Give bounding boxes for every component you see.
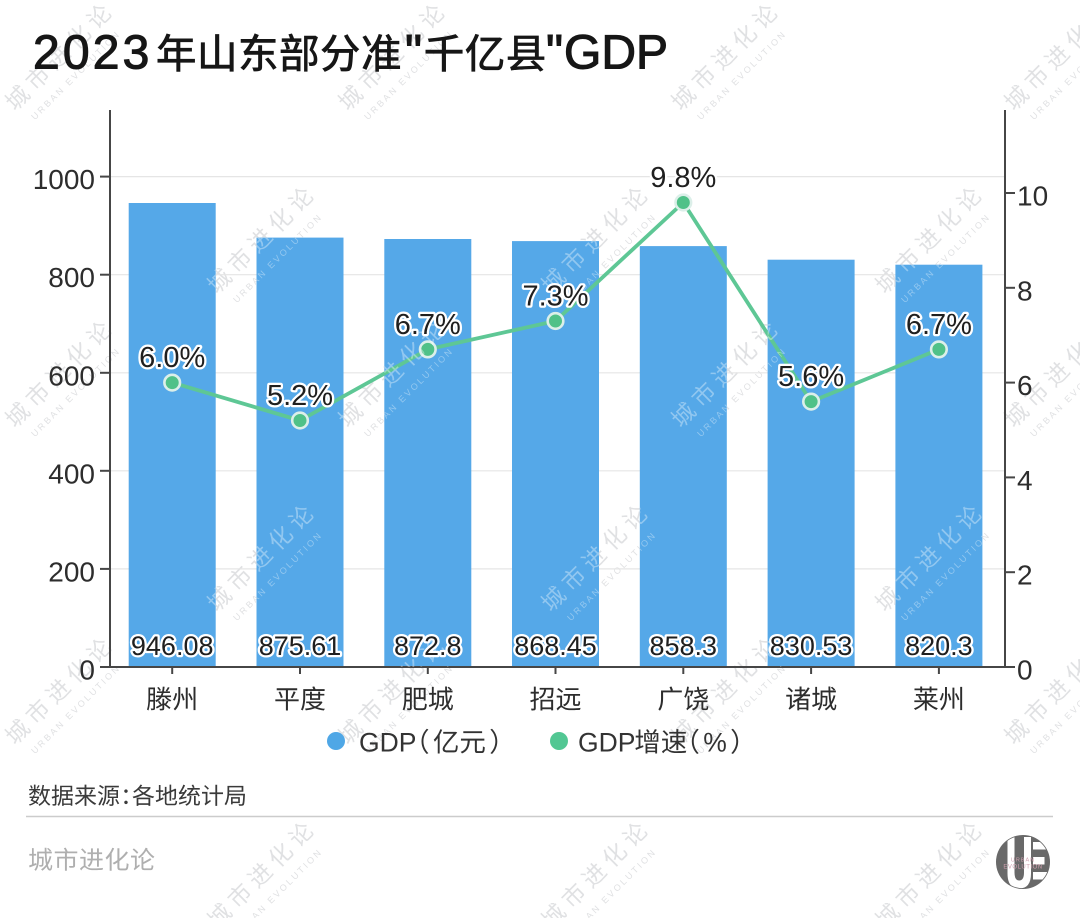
svg-text:": ": [546, 26, 563, 79]
svg-text:1000: 1000: [33, 164, 95, 195]
svg-text:6.0%: 6.0%: [139, 342, 205, 374]
svg-text:GDP: GDP: [564, 26, 668, 79]
svg-text:5.2%: 5.2%: [267, 380, 333, 412]
svg-text:GDP: GDP: [578, 727, 635, 757]
svg-text:9.8%: 9.8%: [650, 162, 716, 194]
svg-text:2023: 2023: [33, 26, 153, 79]
svg-text:946.08: 946.08: [131, 631, 214, 661]
svg-text:%: %: [703, 727, 727, 757]
svg-text:EVOLUTION: EVOLUTION: [1003, 865, 1042, 871]
svg-text:8: 8: [1017, 275, 1033, 306]
svg-text:0: 0: [79, 655, 95, 686]
svg-text:800: 800: [48, 262, 95, 293]
svg-text:820.3: 820.3: [905, 631, 973, 661]
svg-text:6.7%: 6.7%: [395, 309, 461, 341]
svg-text:600: 600: [48, 360, 95, 391]
svg-text:868.45: 868.45: [514, 631, 597, 661]
svg-text:6.7%: 6.7%: [906, 309, 972, 341]
svg-text:6: 6: [1017, 370, 1033, 401]
svg-text:": ": [405, 26, 422, 79]
svg-text:858.3: 858.3: [650, 631, 718, 661]
svg-text:400: 400: [48, 458, 95, 489]
svg-text:200: 200: [48, 556, 95, 587]
svg-text:872.8: 872.8: [394, 631, 462, 661]
svg-text:7.3%: 7.3%: [522, 281, 588, 313]
svg-text:875.61: 875.61: [259, 631, 342, 661]
svg-text:5.6%: 5.6%: [778, 361, 844, 393]
svg-text:830.53: 830.53: [770, 631, 853, 661]
svg-text:URBAN: URBAN: [1011, 858, 1035, 864]
svg-text:2: 2: [1017, 560, 1033, 591]
svg-text:GDP: GDP: [359, 727, 416, 757]
svg-text:10: 10: [1017, 181, 1048, 212]
svg-text:4: 4: [1017, 465, 1033, 496]
svg-text:0: 0: [1017, 655, 1033, 686]
